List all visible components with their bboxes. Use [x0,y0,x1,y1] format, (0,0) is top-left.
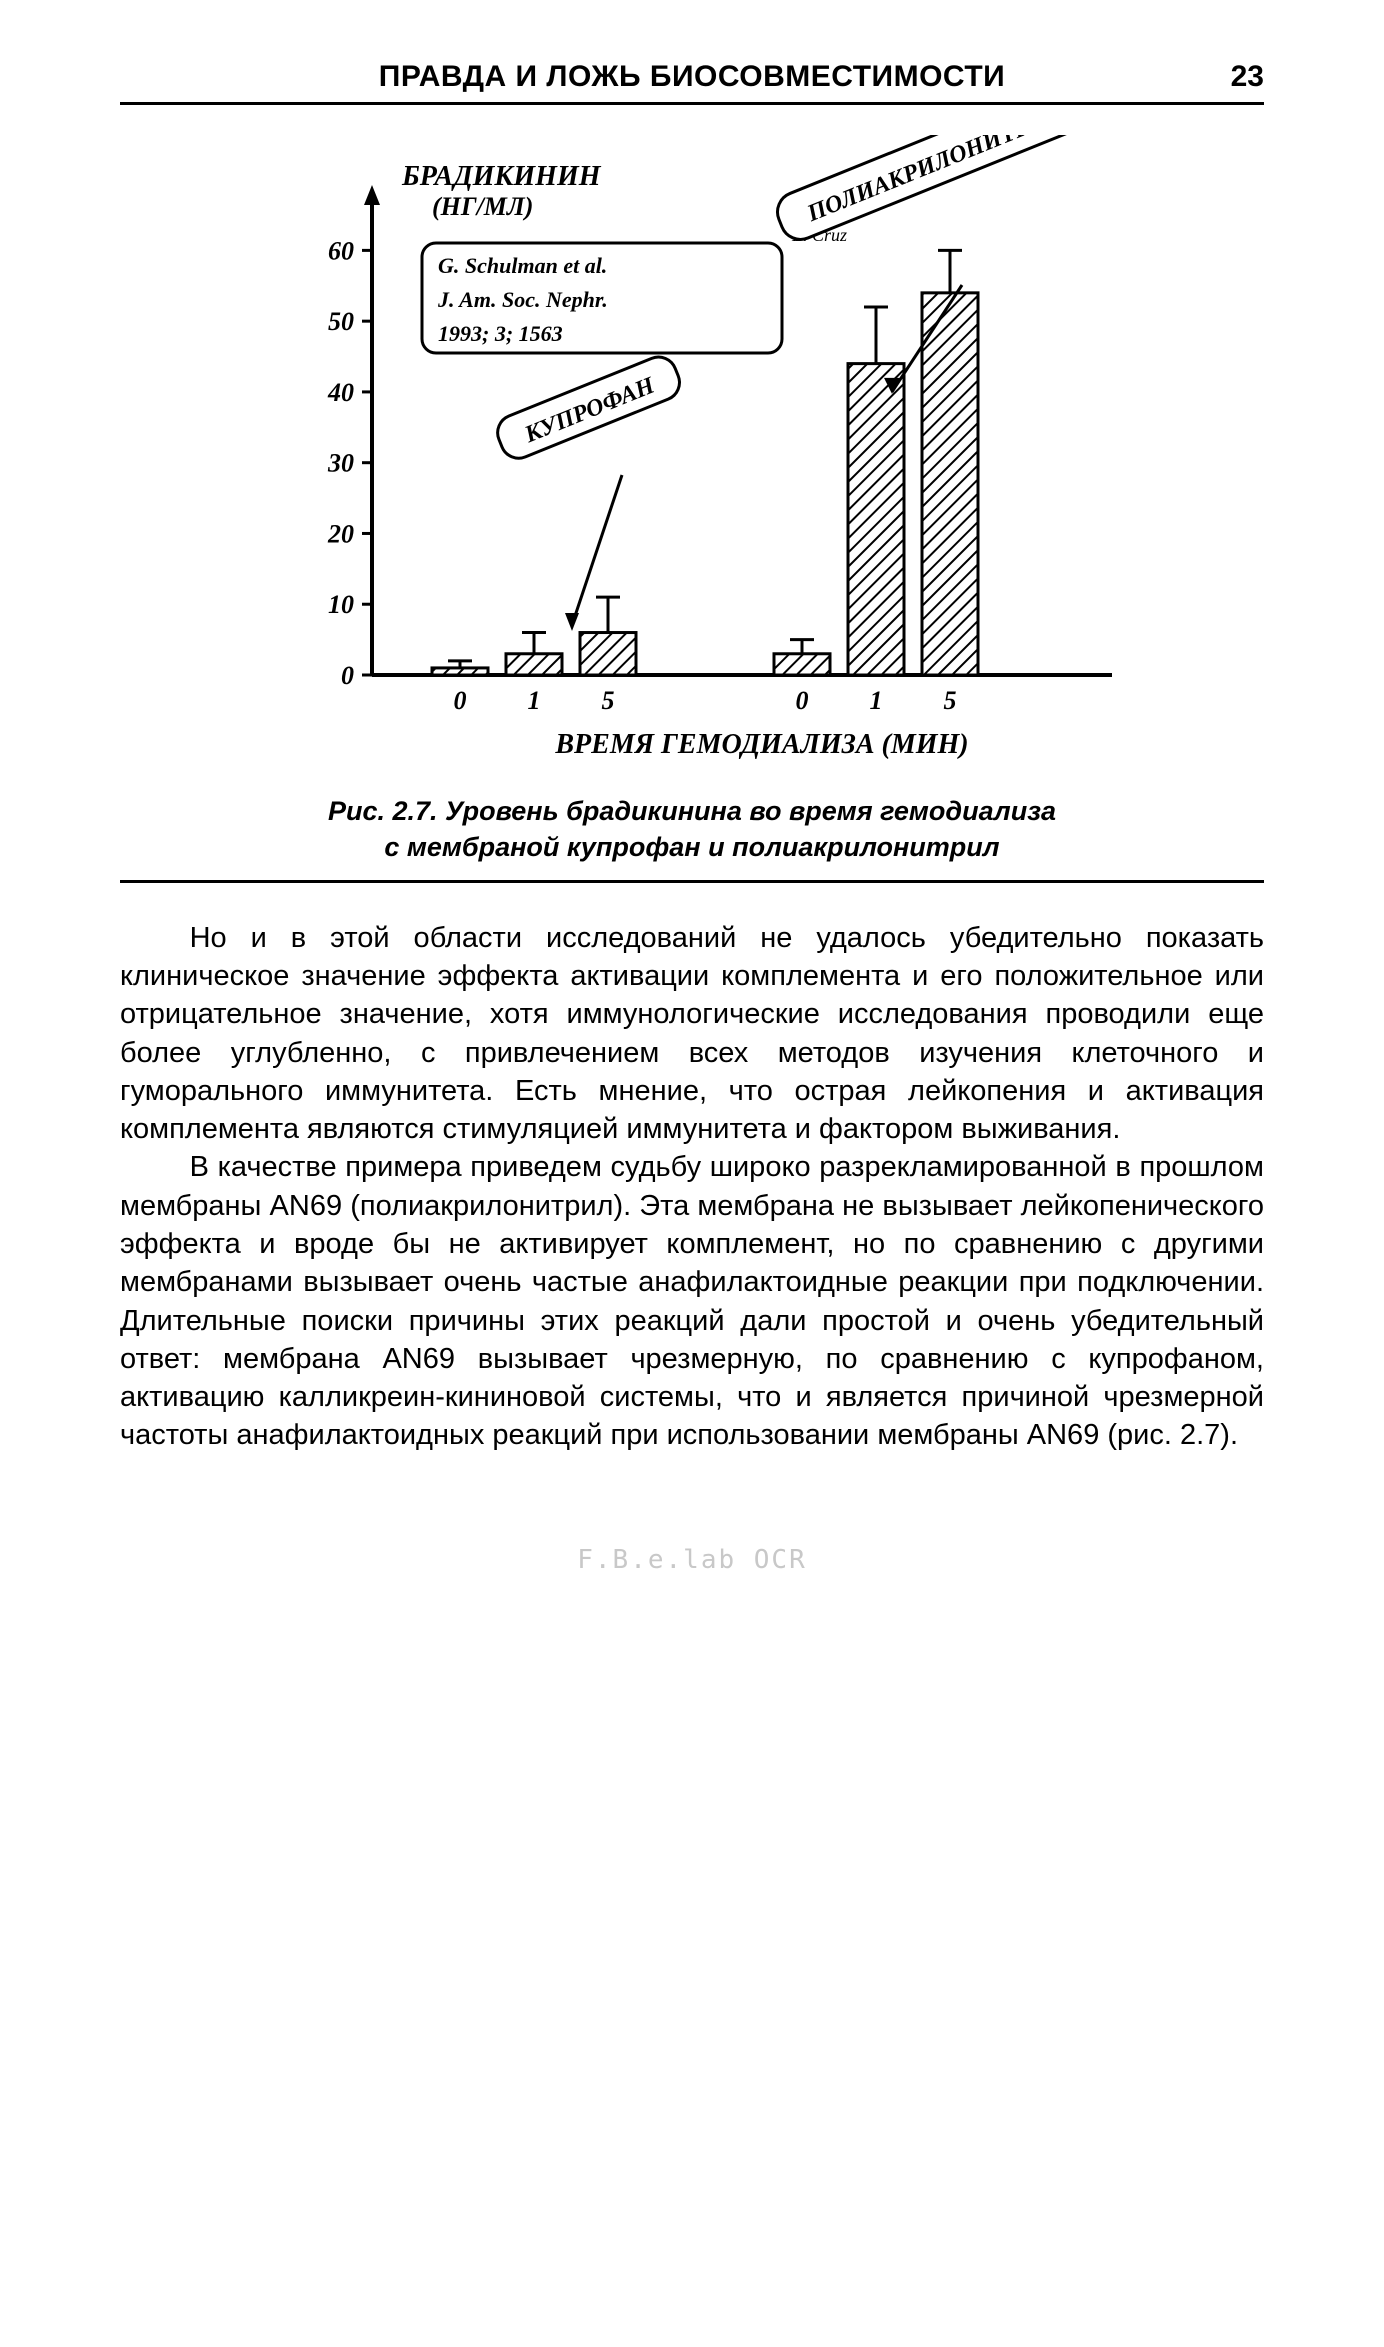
bar-chart-svg: 0102030405060015015БРАДИКИНИН(НГ/МЛ)ВРЕМ… [232,135,1152,775]
svg-text:50: 50 [328,307,354,336]
caption-line-1: Рис. 2.7. Уровень брадикинина во время г… [328,796,1056,826]
svg-text:0: 0 [454,686,467,715]
caption-rule [120,880,1264,883]
svg-text:20: 20 [327,519,354,548]
svg-text:0: 0 [341,661,354,690]
svg-text:1993; 3; 1563: 1993; 3; 1563 [438,321,563,346]
svg-text:G. Schulman et al.: G. Schulman et al. [438,253,607,278]
figure-caption: Рис. 2.7. Уровень брадикинина во время г… [120,793,1264,866]
caption-line-2: с мембраной купрофан и полиакрилонитрил [384,832,999,862]
svg-text:ВРЕМЯ ГЕМОДИАЛИЗА (МИН): ВРЕМЯ ГЕМОДИАЛИЗА (МИН) [554,729,968,760]
svg-text:5: 5 [602,686,615,715]
svg-text:5: 5 [944,686,957,715]
svg-text:1: 1 [870,686,883,715]
svg-text:БРАДИКИНИН: БРАДИКИНИН [401,161,602,192]
paragraph-1: Но и в этой области исследований не удал… [120,919,1264,1149]
page-header: ПРАВДА И ЛОЖЬ БИОСОВМЕСТИМОСТИ 23 [120,60,1264,105]
svg-text:30: 30 [327,449,354,478]
footer-watermark: F.B.e.lab OCR [120,1545,1264,1575]
paragraph-2: В качестве примера приведем судьбу широк… [120,1148,1264,1454]
figure-chart: 0102030405060015015БРАДИКИНИН(НГ/МЛ)ВРЕМ… [232,135,1152,775]
svg-text:1: 1 [528,686,541,715]
page-number: 23 [1204,60,1264,94]
svg-text:0: 0 [796,686,809,715]
body-text: Но и в этой области исследований не удал… [120,919,1264,1455]
svg-text:J. Am. Soc. Nephr.: J. Am. Soc. Nephr. [437,287,608,312]
svg-text:60: 60 [328,236,354,265]
running-title: ПРАВДА И ЛОЖЬ БИОСОВМЕСТИМОСТИ [120,60,1204,94]
footer-text: F.B.e.lab OCR [577,1545,807,1575]
svg-text:10: 10 [328,590,354,619]
svg-text:40: 40 [327,378,354,407]
svg-text:(НГ/МЛ): (НГ/МЛ) [432,192,533,221]
